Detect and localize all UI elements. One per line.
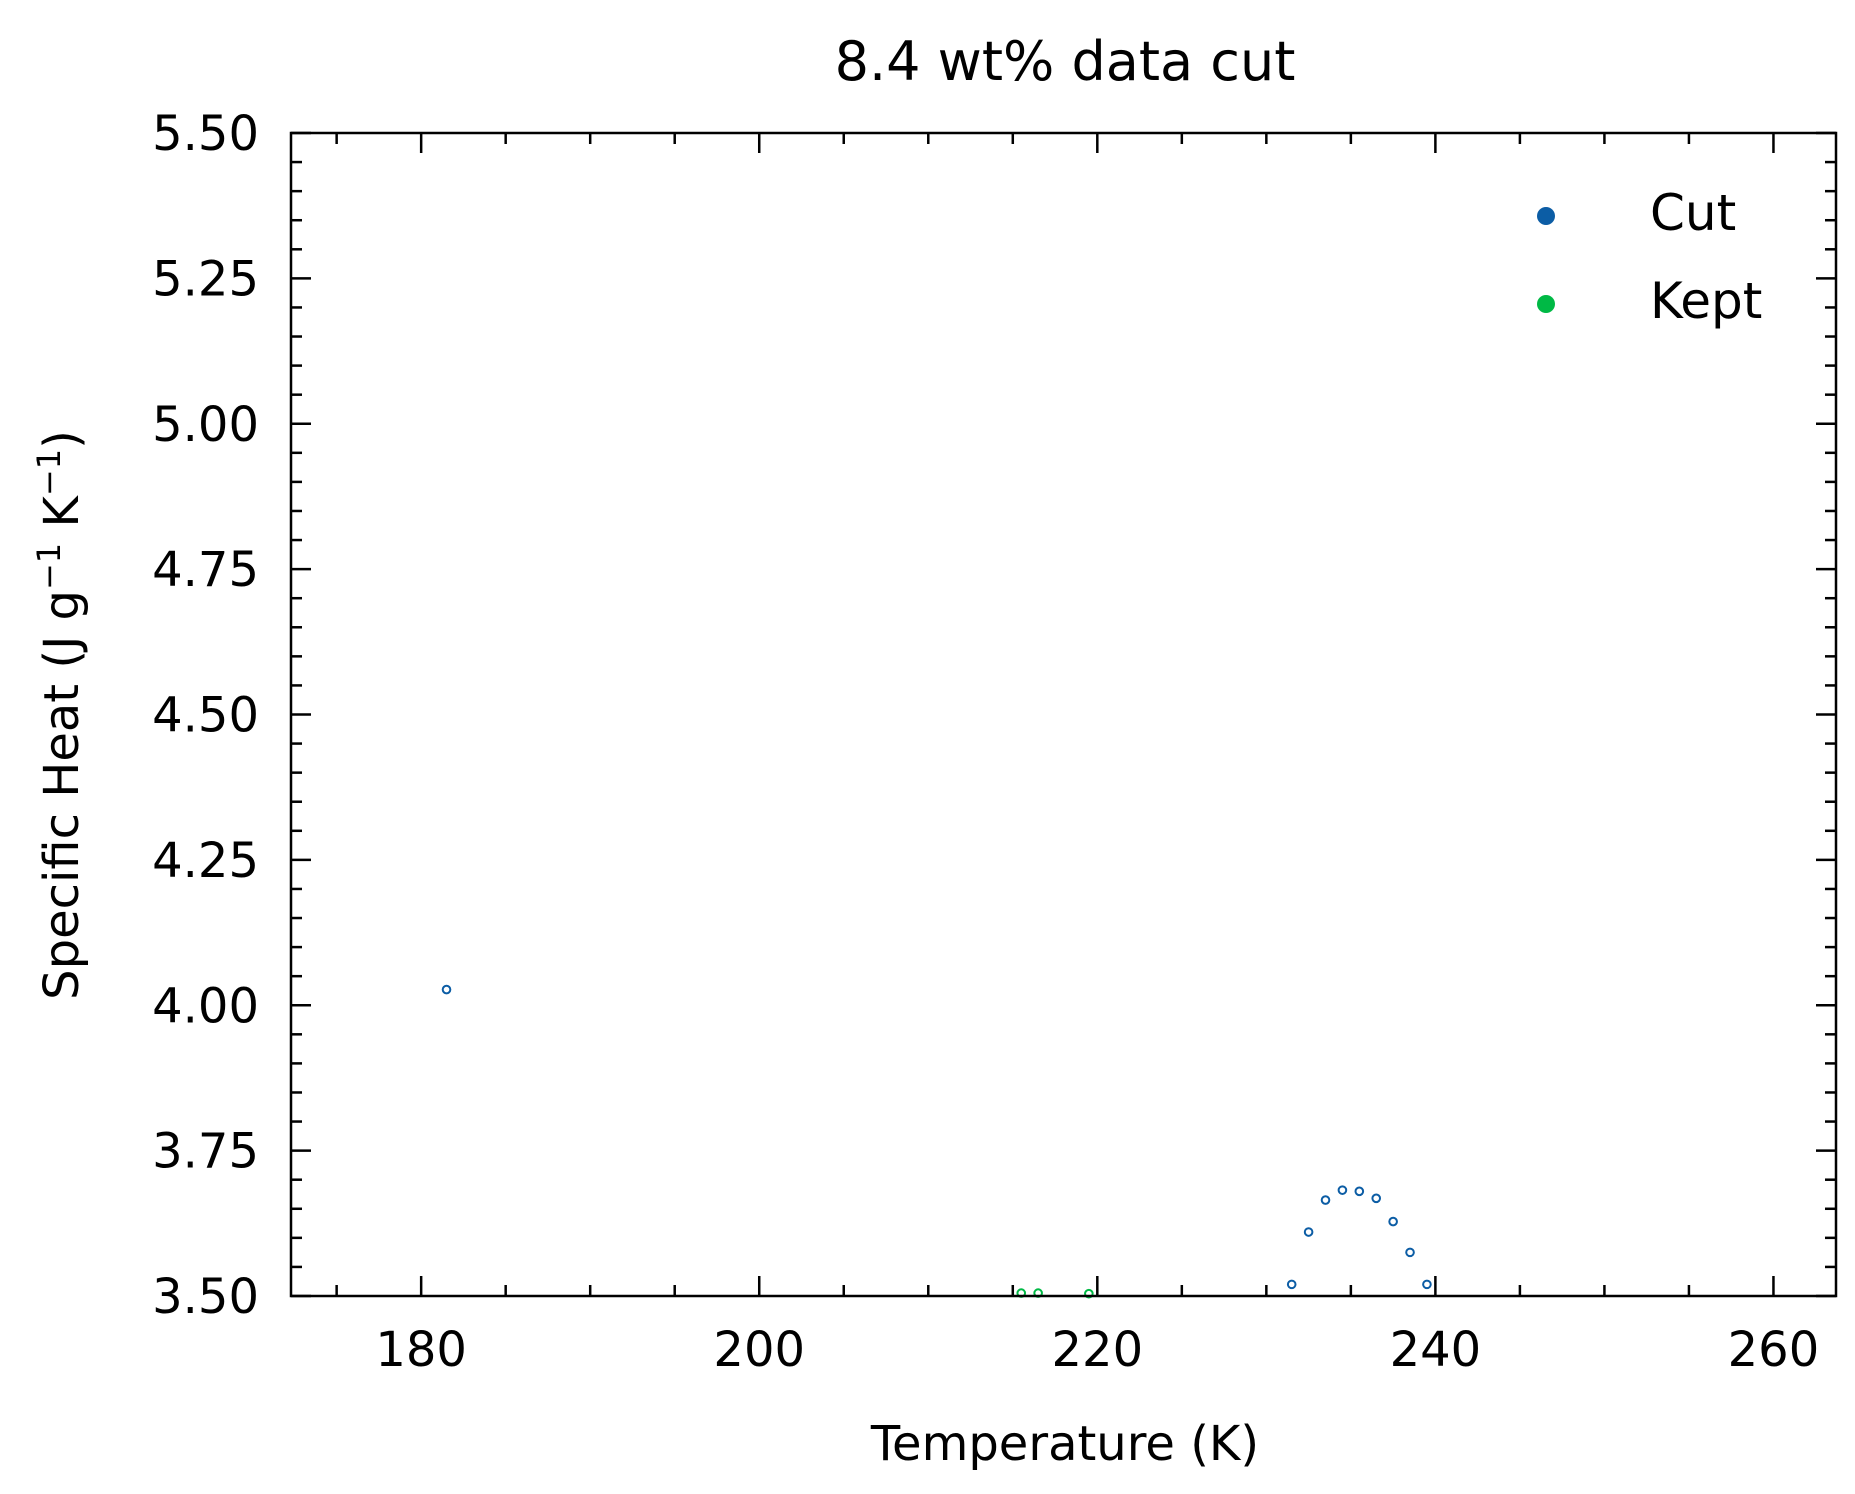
legend-marker-cut <box>1537 207 1555 225</box>
legend-label-kept: Kept <box>1650 272 1762 330</box>
data-point-cut <box>1354 1186 1365 1197</box>
y-axis-label: Specific Heat (J g−1 K−1) <box>30 430 90 1000</box>
x-tick-labels: 180 200 220 240 260 <box>375 1322 1819 1378</box>
ticks <box>291 131 1836 1298</box>
y-axis-label-base: Specific Heat (J g <box>34 590 90 1000</box>
data-point-cut <box>1303 1227 1314 1237</box>
y-axis-label-sup1: −1 <box>30 543 68 590</box>
data-point-cut <box>1286 1279 1297 1290</box>
data-point-cut <box>441 984 452 995</box>
y-axis-label-sup2: −1 <box>30 449 68 496</box>
data-point-kept <box>1084 1288 1094 1299</box>
y-tick-label: 4.75 <box>152 542 259 598</box>
y-axis-label-end: ) <box>34 430 90 449</box>
y-tick-label: 3.75 <box>152 1124 259 1180</box>
data-point-cut <box>1388 1216 1398 1227</box>
y-tick-label: 5.50 <box>152 106 259 162</box>
x-tick-label: 180 <box>375 1322 467 1378</box>
data-point-cut <box>1320 1195 1331 1205</box>
y-tick-label: 4.00 <box>152 978 259 1034</box>
y-tick-label: 5.00 <box>152 397 259 453</box>
legend: Cut Kept <box>1537 184 1762 330</box>
x-axis-label: Temperature (K) <box>870 1416 1259 1472</box>
data-point-cut <box>1422 1279 1432 1290</box>
data-point-cut <box>1371 1193 1382 1204</box>
y-axis-label-mid: K <box>34 495 90 543</box>
y-tick-labels: 3.50 3.75 4.00 4.25 4.50 4.75 5.00 5.25 5.50 <box>152 106 259 1325</box>
legend-marker-kept <box>1537 295 1555 313</box>
x-tick-label: 260 <box>1728 1322 1820 1378</box>
plot-frame <box>289 131 1838 1298</box>
chart-title: 8.4 wt% data cut <box>835 30 1296 93</box>
x-tick-label: 200 <box>713 1322 805 1378</box>
legend-label-cut: Cut <box>1650 184 1736 242</box>
data-point-cut <box>1405 1247 1415 1258</box>
x-tick-label: 240 <box>1390 1322 1482 1378</box>
x-tick-label: 220 <box>1051 1322 1143 1378</box>
y-tick-label: 4.50 <box>152 688 259 744</box>
data-points <box>441 984 1432 1299</box>
y-tick-label: 3.50 <box>152 1269 259 1325</box>
y-tick-label: 5.25 <box>152 251 259 307</box>
data-point-cut <box>1337 1185 1348 1195</box>
y-tick-label: 4.25 <box>152 833 259 889</box>
